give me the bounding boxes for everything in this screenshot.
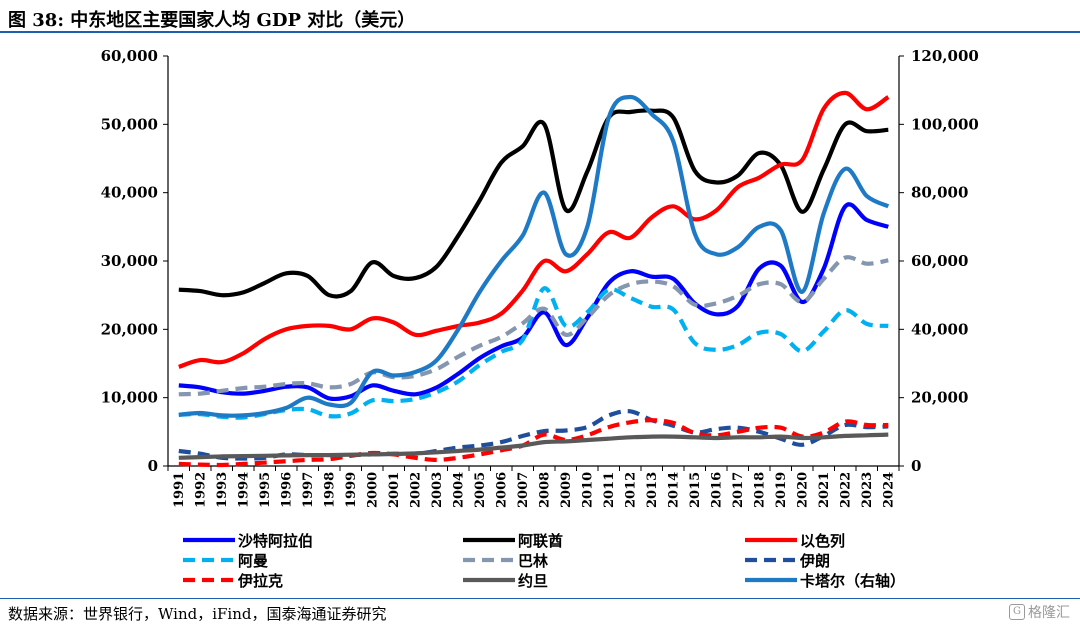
right-tick-label: 20,000 <box>911 389 968 407</box>
series-0-line <box>178 202 889 402</box>
left-tick-label: 30,000 <box>101 252 158 270</box>
legend-label-7: 约旦 <box>518 572 548 590</box>
x-tick-label: 1999 <box>344 472 359 508</box>
x-tick-label: 2005 <box>473 472 488 508</box>
x-tick-label: 2015 <box>688 472 703 508</box>
x-tick-label: 1992 <box>193 472 208 508</box>
series-1-line <box>178 108 889 299</box>
x-tick-label: 1994 <box>236 472 251 508</box>
left-tick-label: 10,000 <box>101 389 158 407</box>
series-7-line <box>178 432 889 460</box>
x-tick-label: 2017 <box>731 472 746 508</box>
x-tick-label: 2011 <box>602 472 617 508</box>
chart-axes: 0 10,000 20,000 30,000 40,000 50,000 60,000 0 20… <box>101 47 979 508</box>
x-tick-label: 2021 <box>817 472 832 508</box>
watermark-label: 格隆汇 <box>1028 605 1070 621</box>
x-tick-label: 2014 <box>666 472 681 508</box>
x-tick-label: 2006 <box>494 472 509 508</box>
legend-label-4: 巴林 <box>518 552 549 570</box>
legend-label-5: 伊朗 <box>799 552 830 570</box>
right-tick-label: 80,000 <box>911 184 968 202</box>
top-rule <box>0 31 1080 33</box>
left-tick-label: 20,000 <box>101 320 158 338</box>
x-tick-label: 2009 <box>559 472 574 508</box>
x-tick-label: 2023 <box>860 472 875 508</box>
watermark-icon: G <box>1009 604 1025 620</box>
series-8-line <box>178 94 890 418</box>
x-tick-label: 2000 <box>365 472 380 508</box>
watermark: G 格隆汇 <box>1009 602 1070 622</box>
chart-title: 图 38: 中东地区主要国家人均 GDP 对比（美元） <box>8 10 416 31</box>
right-tick-label: 120,000 <box>911 47 979 65</box>
series-3-line <box>178 286 889 420</box>
left-tick-label: 0 <box>148 457 158 475</box>
x-tick-label: 2018 <box>752 472 767 508</box>
x-tick-label: 2016 <box>709 472 724 508</box>
chart-svg: 0 10,000 20,000 30,000 40,000 50,000 60,000 0 20… <box>101 47 979 590</box>
x-tick-label: 2007 <box>516 472 531 508</box>
source-note: 数据来源：世界银行，Wind，iFind，国泰海通证券研究 <box>8 605 387 623</box>
x-tick-label: 1995 <box>258 472 273 508</box>
left-tick-label: 40,000 <box>101 184 158 202</box>
x-tick-label: 1996 <box>279 472 294 508</box>
x-tick-label: 2019 <box>774 472 789 508</box>
series-4-line <box>178 255 889 397</box>
x-tick-label: 2003 <box>430 472 445 508</box>
right-tick-label: 60,000 <box>911 252 968 270</box>
x-tick-label: 1993 <box>215 472 230 508</box>
bottom-rule <box>0 598 1080 599</box>
x-tick-label: 2020 <box>795 472 810 508</box>
legend-label-6: 伊拉克 <box>237 572 283 590</box>
x-tick-label: 2013 <box>645 472 660 508</box>
right-tick-label: 40,000 <box>911 320 968 338</box>
legend-label-2: 以色列 <box>800 532 845 550</box>
left-tick-label: 60,000 <box>101 47 158 65</box>
series-layer <box>178 90 890 468</box>
right-tick-label: 100,000 <box>911 115 979 133</box>
left-tick-label: 50,000 <box>101 115 158 133</box>
legend-label-0: 沙特阿拉伯 <box>238 532 313 550</box>
x-tick-label: 1991 <box>172 472 187 508</box>
legend-label-8: 卡塔尔（右轴） <box>800 572 905 590</box>
x-tick-label: 2002 <box>408 472 423 508</box>
legend-label-3: 阿曼 <box>238 552 268 570</box>
series-2-line <box>178 90 890 369</box>
x-tick-label: 2022 <box>838 472 853 508</box>
x-tick-label: 2001 <box>387 472 402 508</box>
legend-label-1: 阿联酋 <box>518 532 563 550</box>
right-tick-label: 0 <box>911 457 921 475</box>
x-tick-label: 2012 <box>623 472 638 508</box>
x-tick-label: 2004 <box>451 472 466 508</box>
series-6-line <box>178 418 889 468</box>
x-tick-label: 2008 <box>537 472 552 508</box>
x-tick-label: 1998 <box>322 472 337 508</box>
x-tick-label: 1997 <box>301 472 316 508</box>
x-tick-label: 2010 <box>580 472 595 508</box>
x-tick-label: 2024 <box>881 472 896 508</box>
